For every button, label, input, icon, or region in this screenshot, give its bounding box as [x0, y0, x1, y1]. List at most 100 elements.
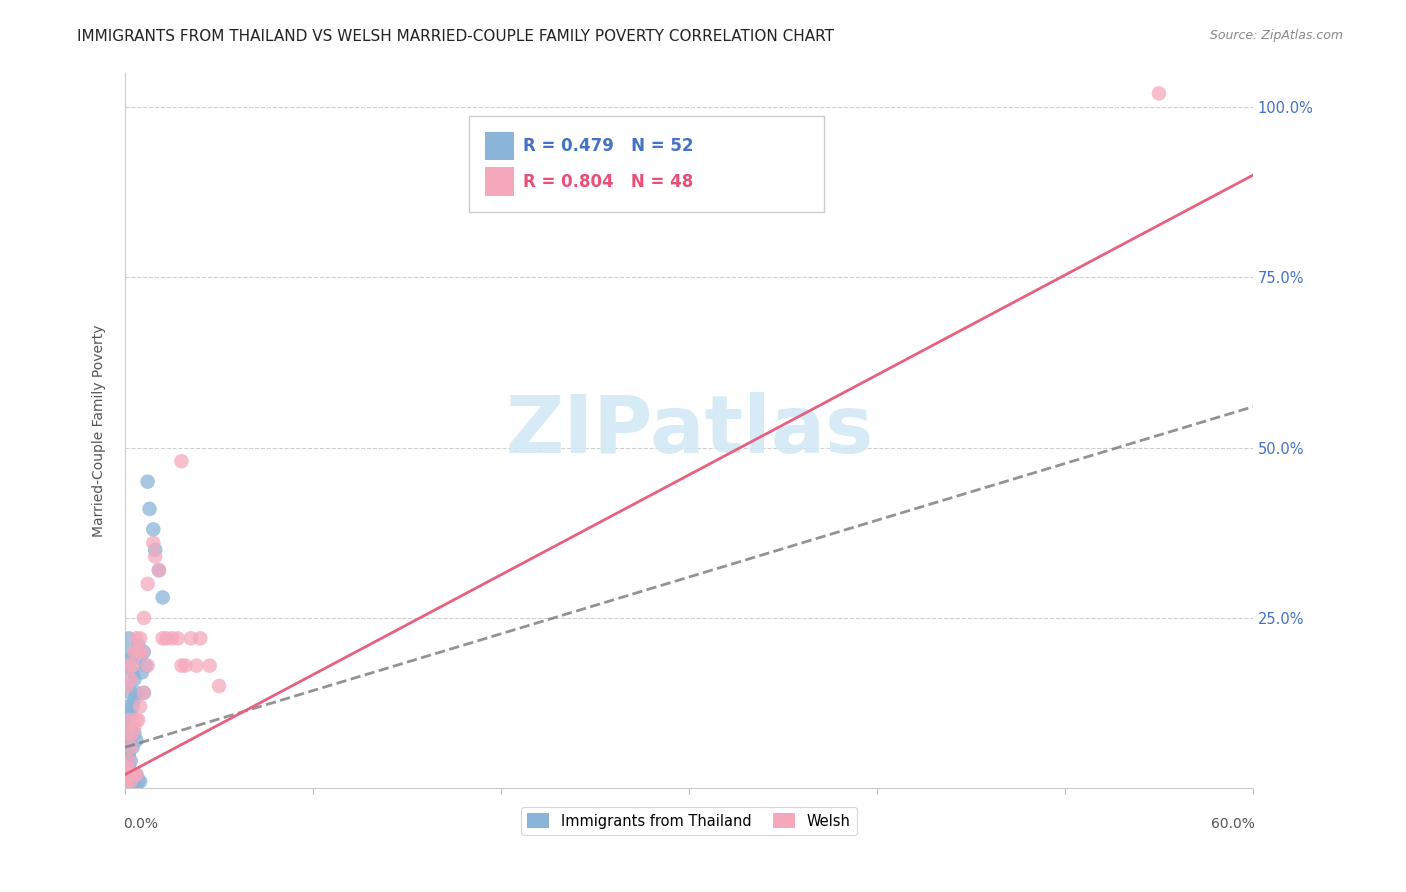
Point [118, 767, 141, 781]
Point [186, 658, 208, 673]
Point [132, 686, 155, 700]
Point [121, 740, 143, 755]
Point [118, 658, 141, 673]
Y-axis label: Married-Couple Family Poverty: Married-Couple Family Poverty [93, 325, 107, 537]
Point [125, 733, 148, 747]
Point [118, 754, 141, 768]
Point [118, 774, 141, 789]
Point [115, 727, 138, 741]
Point [120, 672, 142, 686]
Legend: Immigrants from Thailand, Welsh: Immigrants from Thailand, Welsh [522, 807, 856, 835]
Point [114, 740, 136, 755]
Text: IMMIGRANTS FROM THAILAND VS WELSH MARRIED-COUPLE FAMILY POVERTY CORRELATION CHAR: IMMIGRANTS FROM THAILAND VS WELSH MARRIE… [77, 29, 834, 44]
Point [152, 591, 174, 605]
Point [121, 767, 143, 781]
Point [118, 713, 141, 727]
Point [118, 658, 141, 673]
Point [118, 727, 141, 741]
Point [121, 767, 143, 781]
Point [124, 720, 146, 734]
Point [118, 747, 141, 761]
Point [121, 658, 143, 673]
Point [125, 632, 148, 646]
Text: Source: ZipAtlas.com: Source: ZipAtlas.com [1209, 29, 1343, 42]
Point [115, 774, 138, 789]
Point [124, 767, 146, 781]
Point [125, 767, 148, 781]
Point [115, 679, 138, 693]
Point [120, 774, 142, 789]
Point [114, 774, 136, 789]
Text: 60.0%: 60.0% [1212, 816, 1256, 830]
Point [143, 549, 166, 564]
Point [129, 652, 152, 666]
Point [131, 665, 153, 680]
Point [114, 727, 136, 741]
Point [125, 686, 148, 700]
Point [121, 727, 143, 741]
Point [114, 767, 136, 781]
Point [124, 672, 146, 686]
Point [127, 713, 149, 727]
Point [142, 536, 165, 550]
Point [129, 632, 152, 646]
Point [124, 692, 146, 706]
Point [127, 774, 149, 789]
Point [136, 475, 159, 489]
Point [114, 754, 136, 768]
Point [132, 611, 155, 625]
Point [170, 658, 193, 673]
Point [124, 774, 146, 789]
Point [127, 645, 149, 659]
Point [118, 699, 141, 714]
Point [115, 761, 138, 775]
Text: R = 0.479   N = 52: R = 0.479 N = 52 [523, 137, 693, 155]
Point [120, 754, 142, 768]
Point [155, 632, 177, 646]
Point [208, 679, 231, 693]
Point [118, 761, 141, 775]
Point [160, 632, 183, 646]
FancyBboxPatch shape [485, 132, 515, 161]
Point [115, 733, 138, 747]
Point [132, 686, 155, 700]
Point [188, 632, 211, 646]
Point [129, 774, 152, 789]
Point [129, 699, 152, 714]
Point [127, 638, 149, 652]
Point [115, 747, 138, 761]
Point [1147, 87, 1170, 101]
Point [132, 645, 155, 659]
Point [174, 658, 197, 673]
Point [135, 658, 157, 673]
Point [131, 645, 153, 659]
Point [115, 679, 138, 693]
Point [136, 658, 159, 673]
Point [120, 706, 142, 721]
FancyBboxPatch shape [470, 116, 824, 212]
Point [118, 754, 141, 768]
Point [120, 767, 142, 781]
Point [198, 658, 221, 673]
Point [152, 632, 174, 646]
Point [120, 686, 142, 700]
Text: 0.0%: 0.0% [122, 816, 157, 830]
Text: R = 0.804   N = 48: R = 0.804 N = 48 [523, 173, 693, 191]
Point [143, 542, 166, 557]
Point [170, 454, 193, 468]
Point [120, 720, 142, 734]
Point [125, 767, 148, 781]
Point [124, 727, 146, 741]
Point [166, 632, 188, 646]
Point [115, 774, 138, 789]
Point [125, 713, 148, 727]
Point [121, 699, 143, 714]
Point [115, 761, 138, 775]
Point [115, 767, 138, 781]
Point [115, 645, 138, 659]
Point [142, 522, 165, 536]
Point [148, 563, 170, 577]
Point [136, 577, 159, 591]
Point [120, 774, 142, 789]
Point [121, 665, 143, 680]
